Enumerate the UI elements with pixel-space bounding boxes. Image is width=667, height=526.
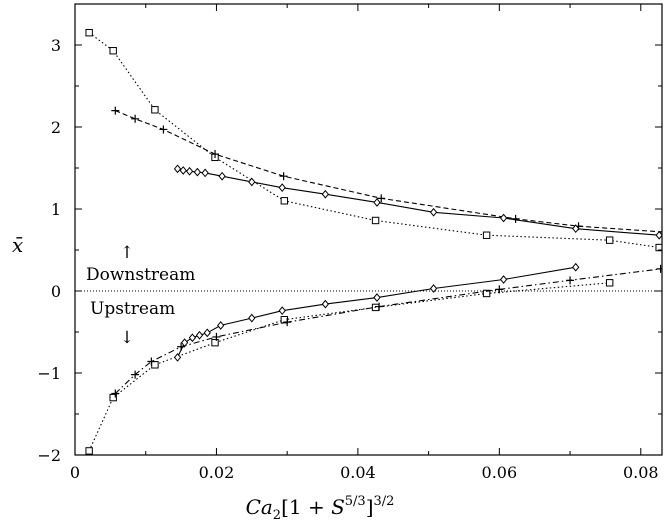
data-point-diamond — [278, 183, 286, 193]
data-point-diamond — [248, 313, 256, 323]
series-line-square-upstream — [88, 282, 610, 452]
plot-frame — [74, 3, 663, 456]
data-point-diamond — [278, 306, 286, 316]
x-axis-label-mid1: [1 + — [281, 495, 331, 519]
labels-layer: x̄ Ca2[1 + S5/3]3/2 — [12, 233, 394, 523]
data-point-diamond — [429, 284, 438, 293]
data-point-square — [655, 243, 662, 252]
data-point-plus — [279, 172, 288, 181]
series-line-diamond-upstream — [177, 266, 576, 358]
data-point-diamond — [217, 321, 225, 330]
data-point-square — [85, 29, 93, 37]
data-point-diamond — [429, 207, 438, 217]
x-axis-label-s: S — [331, 495, 345, 519]
x-tick-label: 0.06 — [482, 463, 518, 482]
data-point-diamond — [218, 171, 226, 181]
x-axis-label-sub: 2 — [273, 508, 281, 523]
data-point-square — [85, 447, 93, 455]
data-point-diamond — [173, 164, 182, 174]
annotation-layer: ↑ Downstream Upstream ↓ — [86, 243, 195, 348]
data-point-plus — [147, 357, 156, 366]
x-axis-label-sup1: 5/3 — [345, 494, 366, 509]
data-point-diamond — [373, 293, 381, 302]
data-point-diamond — [248, 177, 256, 187]
x-axis-label: Ca2[1 + S5/3]3/2 — [246, 494, 395, 523]
data-point-diamond — [195, 330, 204, 340]
data-point-square — [482, 289, 491, 298]
data-point-diamond — [201, 168, 209, 178]
data-point-diamond — [572, 224, 580, 234]
data-point-diamond — [373, 198, 381, 207]
y-tick-label: −2 — [37, 446, 61, 465]
data-point-plus — [159, 125, 168, 134]
data-point-square — [482, 231, 491, 239]
upstream-arrow: ↓ — [120, 328, 134, 348]
data-point-square — [280, 197, 289, 205]
x-tick-label: 0.02 — [199, 463, 235, 482]
data-point-diamond — [499, 213, 508, 223]
data-point-diamond — [499, 275, 508, 284]
x-axis-label-base: Ca — [246, 495, 273, 519]
series-line-plus-upstream — [114, 268, 661, 394]
data-point-square — [109, 47, 117, 55]
x-tick-label: 0 — [70, 463, 80, 482]
data-point-plus — [283, 318, 292, 327]
series-line-square-downstream — [88, 32, 660, 249]
x-axis-label-mid2: ] — [366, 495, 374, 519]
data-point-plus — [566, 276, 575, 285]
data-point-square — [605, 236, 614, 244]
data-point-square — [605, 279, 614, 287]
data-point-square — [371, 216, 380, 225]
data-point-plus — [131, 370, 140, 379]
data-point-diamond — [321, 189, 330, 199]
data-point-square — [151, 361, 159, 369]
y-tick-label: 1 — [51, 200, 61, 219]
downstream-label: Downstream — [86, 265, 195, 285]
data-point-plus — [212, 332, 221, 341]
axes-layer: 0 0.02 0.04 0.06 0.08 −2 −1 0 1 2 3 — [37, 3, 663, 482]
y-axis-label: x̄ — [12, 233, 23, 257]
data-point-diamond — [179, 166, 187, 175]
data-point-plus — [111, 106, 120, 115]
data-point-plus — [131, 114, 140, 123]
data-point-diamond — [321, 299, 330, 309]
data-point-plus — [375, 302, 384, 311]
data-point-diamond — [572, 262, 580, 272]
data-point-diamond — [180, 338, 189, 348]
data-point-diamond — [173, 353, 182, 362]
series-layer — [85, 29, 662, 455]
data-point-plus — [111, 389, 120, 398]
data-point-diamond — [193, 167, 202, 177]
series-line-diamond-downstream — [177, 168, 660, 236]
y-tick-label: 0 — [51, 282, 61, 301]
series-group — [85, 29, 662, 455]
data-point-square — [151, 106, 159, 114]
data-point-plus — [211, 150, 220, 159]
y-tick-label: 2 — [51, 118, 61, 137]
y-tick-label: 3 — [51, 36, 61, 55]
downstream-arrow: ↑ — [120, 243, 134, 263]
data-point-plus — [656, 264, 662, 273]
x-tick-label: 0.04 — [340, 463, 376, 482]
y-tick-label: −1 — [37, 364, 61, 383]
data-point-diamond — [655, 230, 662, 240]
data-point-plus — [659, 231, 662, 233]
data-point-plus — [495, 285, 504, 294]
data-point-diamond — [185, 166, 194, 176]
x-tick-label: 0.08 — [623, 463, 659, 482]
data-point-square — [109, 393, 117, 402]
data-point-square — [211, 338, 219, 347]
data-point-diamond — [203, 328, 211, 338]
data-point-plus — [377, 194, 386, 203]
upstream-label: Upstream — [90, 299, 175, 319]
data-point-diamond — [188, 333, 197, 343]
x-axis-label-sup2: 3/2 — [374, 494, 395, 509]
